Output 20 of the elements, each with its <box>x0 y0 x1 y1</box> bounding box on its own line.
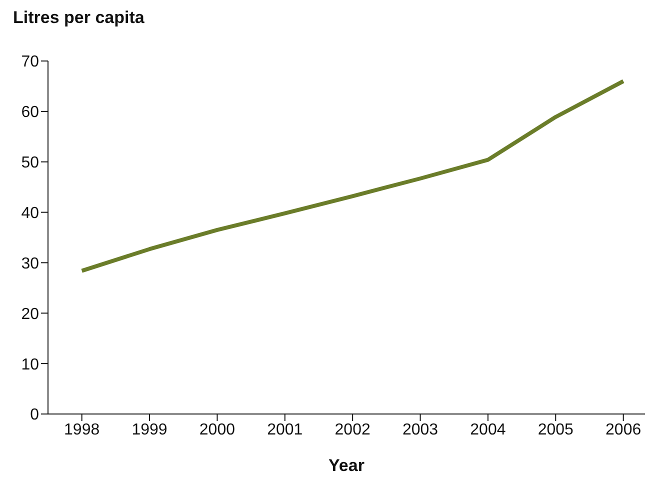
x-tick-label: 1998 <box>64 421 100 438</box>
x-tick-label: 2006 <box>606 421 642 438</box>
y-tick-label: 0 <box>30 406 40 424</box>
x-tick-label: 2003 <box>402 421 438 438</box>
chart-title: Litres per capita <box>13 8 144 28</box>
y-tick-label: 30 <box>21 255 40 272</box>
x-tick-label: 2001 <box>267 421 303 438</box>
line-series <box>80 79 626 273</box>
y-tick-label: 50 <box>21 154 40 172</box>
y-tick-label: 20 <box>21 306 40 323</box>
y-tick-label: 40 <box>21 204 40 222</box>
x-tick-label: 2005 <box>538 421 574 438</box>
y-tick-label: 70 <box>21 54 40 71</box>
x-tick-label: 2000 <box>199 421 236 438</box>
x-tick-label: 2002 <box>334 421 370 438</box>
x-tick-label: 1999 <box>132 421 168 438</box>
x-axis-title: Year <box>328 456 365 475</box>
y-tick-label: 10 <box>21 356 40 374</box>
x-tick-label: 2004 <box>470 421 506 438</box>
y-tick-label: 60 <box>21 104 40 122</box>
